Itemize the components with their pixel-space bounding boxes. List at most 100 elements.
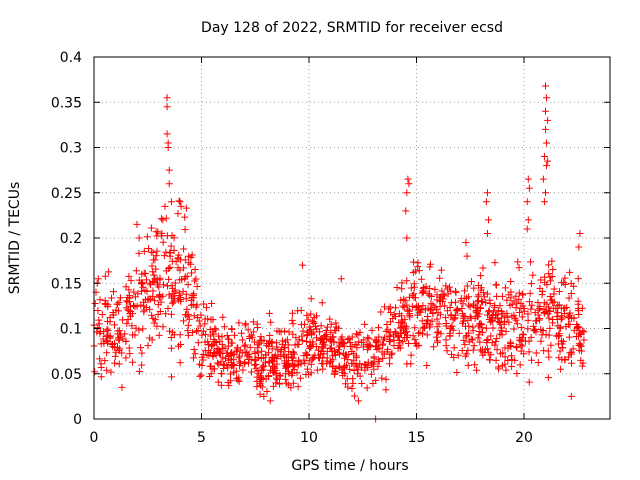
data-point (349, 375, 357, 383)
data-point (477, 272, 485, 280)
y-tick-label: 0 (73, 412, 82, 428)
data-point (473, 309, 481, 317)
data-point (177, 256, 185, 264)
data-point (148, 311, 156, 319)
data-point (544, 374, 552, 382)
data-point (510, 311, 518, 319)
data-point (565, 333, 573, 341)
data-point (224, 364, 232, 372)
data-point (452, 298, 460, 306)
data-point (478, 324, 486, 332)
data-point (512, 316, 520, 324)
data-point (122, 297, 130, 305)
data-point (372, 376, 380, 384)
data-point (301, 359, 309, 367)
data-point (400, 295, 408, 303)
data-point (143, 233, 151, 241)
data-point (268, 345, 276, 353)
data-point (447, 312, 455, 320)
data-point (155, 283, 163, 291)
data-point (377, 308, 385, 316)
data-point (310, 314, 318, 322)
data-point (542, 82, 549, 90)
data-point (397, 296, 405, 304)
data-point (139, 280, 147, 288)
data-point (387, 351, 395, 359)
data-point (433, 315, 441, 323)
data-point (314, 346, 322, 354)
data-point (124, 306, 132, 314)
data-point (332, 326, 340, 334)
data-point (403, 277, 411, 285)
data-point (214, 378, 222, 386)
data-point (345, 350, 353, 358)
data-point (187, 301, 195, 309)
y-tick-label: 0.05 (51, 367, 82, 383)
data-point (395, 339, 403, 347)
data-point (556, 323, 564, 331)
data-point (384, 345, 392, 353)
data-point (306, 344, 314, 352)
data-point (384, 326, 392, 334)
data-point (512, 343, 520, 351)
data-point (337, 275, 345, 283)
data-point (194, 339, 202, 347)
data-point (564, 321, 572, 329)
data-point (453, 368, 461, 376)
data-point (220, 323, 228, 331)
data-point (524, 216, 532, 224)
data-point (544, 157, 552, 165)
data-point (113, 300, 121, 308)
data-point (162, 310, 170, 318)
data-point (166, 263, 174, 271)
data-point (135, 234, 143, 242)
data-point (318, 359, 326, 367)
data-point (434, 337, 442, 345)
data-point (555, 301, 563, 309)
data-point (484, 308, 492, 316)
data-point (326, 337, 334, 345)
data-point (164, 282, 172, 290)
data-point (219, 344, 227, 352)
data-point (175, 197, 183, 205)
data-point (298, 332, 306, 340)
data-point (497, 314, 505, 322)
data-point (189, 291, 197, 299)
data-point (577, 356, 585, 364)
data-point (348, 333, 356, 341)
data-point (401, 322, 409, 330)
data-point (355, 338, 363, 346)
data-point (141, 270, 149, 278)
data-point (329, 362, 337, 370)
data-point (574, 307, 582, 315)
data-point (336, 363, 344, 371)
data-point (458, 305, 466, 313)
data-point (122, 337, 130, 345)
data-point (543, 300, 551, 308)
data-point (103, 349, 111, 357)
data-point (281, 351, 289, 359)
data-point (348, 360, 356, 368)
data-point (246, 343, 254, 351)
data-point (548, 272, 556, 280)
data-point (472, 304, 480, 312)
data-point (281, 327, 289, 335)
data-point (305, 357, 313, 365)
data-point (235, 374, 243, 382)
data-point (318, 299, 326, 307)
data-point (96, 296, 104, 304)
data-point (459, 314, 467, 322)
data-point (479, 298, 487, 306)
data-point (545, 261, 553, 269)
data-point (131, 293, 139, 301)
data-point (208, 341, 216, 349)
data-point (300, 352, 308, 360)
data-point (125, 286, 133, 294)
data-point (345, 334, 353, 342)
data-point (577, 342, 585, 350)
data-point (253, 344, 261, 352)
y-tick-label: 0.4 (60, 50, 82, 66)
data-point (182, 204, 190, 212)
data-point (436, 274, 444, 282)
data-point (193, 283, 201, 291)
